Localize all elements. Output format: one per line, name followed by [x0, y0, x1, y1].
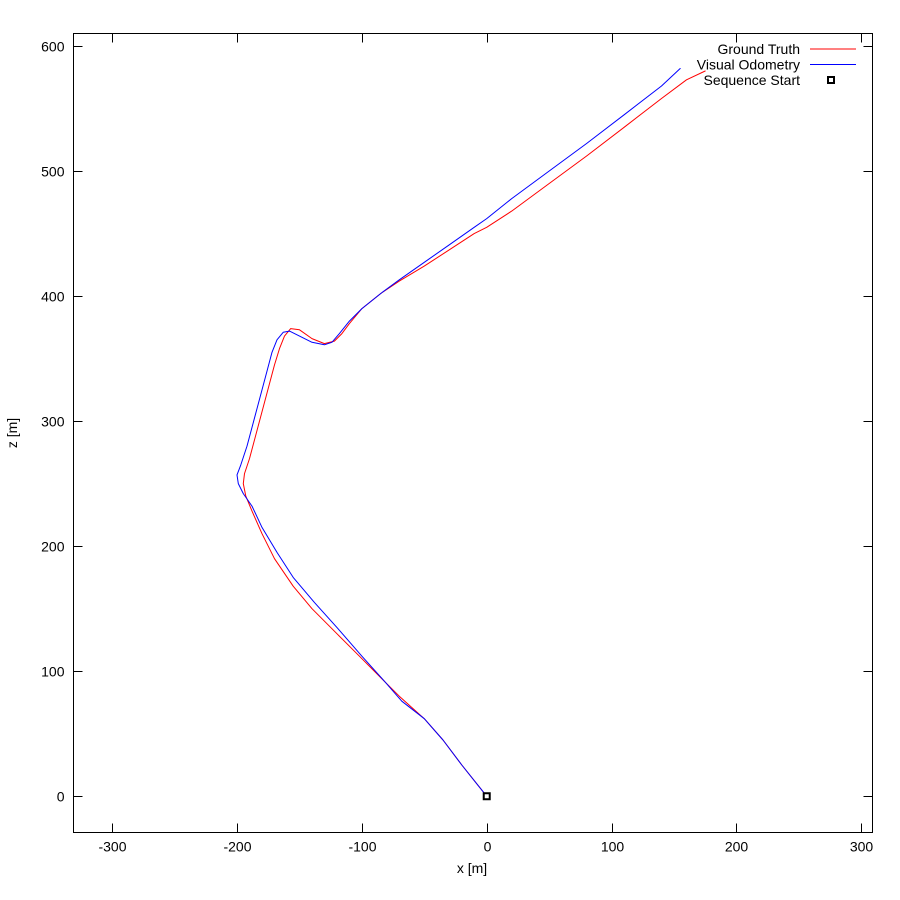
sequence-start-marker: [482, 792, 491, 801]
plot-frame: [73, 33, 873, 833]
y-tick-label: 300: [41, 414, 65, 430]
x-axis-label: x [m]: [457, 860, 487, 876]
x-tick-label: 300: [850, 839, 874, 855]
x-tick-label: 200: [725, 839, 749, 855]
ground-truth-line: [242, 70, 706, 797]
y-tick-label: 600: [41, 39, 65, 55]
visual-odometry-line: [236, 68, 681, 797]
y-tick-label: 200: [41, 539, 65, 555]
x-tick-label: 100: [601, 839, 625, 855]
y-tick-label: 500: [41, 164, 65, 180]
marker-layer: [482, 792, 491, 801]
legend-label-ground-truth: Ground Truth: [718, 41, 801, 57]
x-tick-label: 0: [484, 839, 492, 855]
y-axis-label: z [m]: [4, 418, 20, 448]
x-tick-label: -100: [348, 839, 376, 855]
y-axis-ticks: 0 100 200 300 400 500 600: [41, 39, 873, 805]
y-tick-label: 0: [57, 789, 65, 805]
x-axis-ticks: -300 -200 -100 0 100 200 300: [98, 33, 874, 855]
series-layer: [236, 68, 706, 797]
x-tick-label: -200: [223, 839, 251, 855]
legend-swatch-sequence-start: [827, 76, 835, 84]
legend-label-visual-odometry: Visual Odometry: [697, 57, 800, 73]
legend-label-sequence-start: Sequence Start: [703, 72, 800, 88]
y-tick-label: 400: [41, 289, 65, 305]
y-tick-label: 100: [41, 664, 65, 680]
x-tick-label: -300: [98, 839, 126, 855]
